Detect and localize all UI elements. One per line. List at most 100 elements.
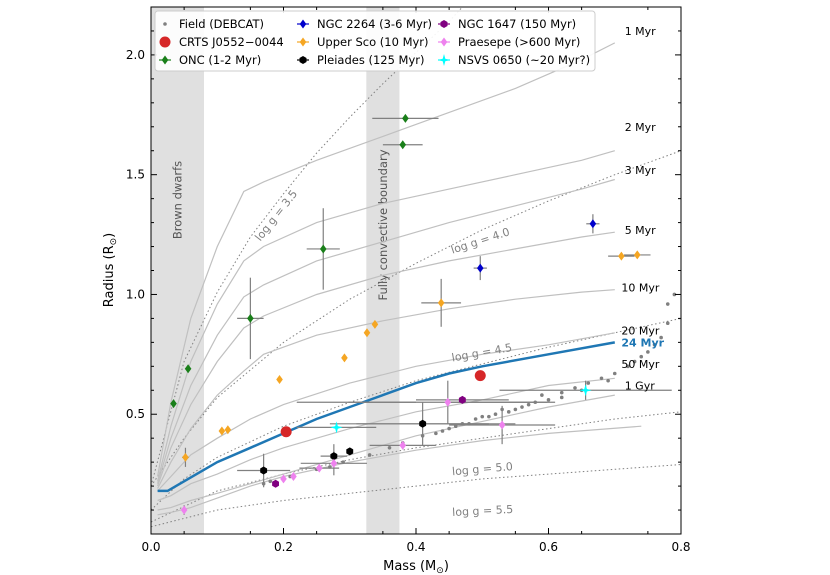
y-tick-label-2: 1.5 xyxy=(126,168,145,182)
onc-point-5 xyxy=(399,140,407,150)
field-point-40 xyxy=(460,422,465,426)
isochrone-highlight xyxy=(157,341,616,493)
x-tick-label-0: 0.0 xyxy=(141,540,160,554)
legend-marker-pleiades xyxy=(299,56,307,64)
field-point-17 xyxy=(493,412,498,417)
field-point-32 xyxy=(652,342,657,347)
onc-point-3 xyxy=(319,244,327,254)
legend-label-onc: ONC (1-2 Myr) xyxy=(179,53,261,67)
field-point-44 xyxy=(606,378,610,383)
onc-point-1 xyxy=(184,364,192,374)
legend-marker-field xyxy=(163,22,167,26)
uppersco-point-7 xyxy=(437,298,445,308)
field-point-24 xyxy=(559,390,564,395)
isochrone-2 xyxy=(157,178,615,484)
praesepe-point-3 xyxy=(315,463,323,473)
uppersco-point-6 xyxy=(371,319,379,329)
y-tick-label-3: 2.0 xyxy=(126,48,145,62)
field-point-22 xyxy=(533,400,538,405)
isochrone-lines xyxy=(157,42,642,516)
uppersco-point-4 xyxy=(341,353,348,363)
praesepe-point-0 xyxy=(180,505,188,515)
logg-label-0: log g = 3.5 xyxy=(252,188,300,244)
x-tick-label-3: 0.6 xyxy=(539,540,558,554)
field-point-23 xyxy=(546,398,551,402)
field-point-0 xyxy=(261,481,266,486)
legend-marker-ngc2264 xyxy=(299,19,307,29)
isochrone-label-2: 3 Myr xyxy=(625,164,656,177)
ngc1647-point-1 xyxy=(458,395,466,404)
isochrone-label-1: 2 Myr xyxy=(625,121,656,134)
field-point-26 xyxy=(586,381,591,385)
x-tick-label-2: 0.4 xyxy=(406,540,425,554)
crts-point-1 xyxy=(474,370,486,382)
field-point-1 xyxy=(268,479,273,484)
legend-box xyxy=(154,10,596,72)
legend-label-crts: CRTS J0552−0044 xyxy=(179,35,284,49)
isochrone-label-5: 20 Myr xyxy=(621,324,659,337)
isochrone-label-8: 1 Gyr xyxy=(625,379,656,392)
logg-line-0 xyxy=(151,7,463,487)
x-axis-label: Mass (M⊙) xyxy=(383,559,449,575)
field-point-25 xyxy=(573,386,577,390)
shaded-regions: Brown dwarfs Fully convective boundary xyxy=(151,7,400,534)
legend-marker-ngc1647 xyxy=(440,20,448,28)
region-0 xyxy=(151,7,204,534)
isochrone-8 xyxy=(157,425,642,516)
isochrone-label-7: 50 Myr xyxy=(621,358,659,371)
legend-marker-praesepe xyxy=(440,37,448,47)
logg-label-4: log g = 5.5 xyxy=(452,503,514,519)
uppersco-point-8 xyxy=(618,251,625,261)
field-point-15 xyxy=(473,417,478,421)
isochrone-label-0: 1 Myr xyxy=(625,25,656,38)
legend-marker-nsvs xyxy=(438,54,450,66)
highlight-isochrone xyxy=(157,341,616,493)
ngc2264-point-1 xyxy=(589,219,597,229)
field-point-18 xyxy=(506,410,511,414)
logg-lines xyxy=(151,7,681,528)
uppersco-point-5 xyxy=(363,328,371,338)
logg-line-3 xyxy=(151,411,681,523)
pleiades-point-3 xyxy=(419,419,427,428)
field-point-33 xyxy=(659,335,663,340)
field-point-45 xyxy=(639,354,644,359)
field-point-7 xyxy=(367,453,372,457)
uppersco-point-3 xyxy=(276,374,283,384)
isochrone-label-6: 24 Myr xyxy=(621,336,664,349)
nsvs-point-0 xyxy=(330,421,343,434)
field-point-36 xyxy=(665,302,670,306)
uppersco-point-9 xyxy=(633,250,641,260)
field-point-12 xyxy=(440,429,445,433)
praesepe-point-6 xyxy=(444,397,452,407)
plot-frame xyxy=(150,6,682,535)
pleiades-point-2 xyxy=(346,447,354,456)
field-point-27 xyxy=(599,376,604,381)
legend-label-field: Field (DEBCAT) xyxy=(179,17,264,31)
field-point-10 xyxy=(420,433,425,438)
legend-label-praesepe: Praesepe (>600 Myr) xyxy=(458,35,580,49)
praesepe-point-4 xyxy=(330,458,338,468)
region-label-1: Fully convective boundary xyxy=(376,149,390,300)
onc-point-2 xyxy=(247,313,254,323)
region-label-0: Brown dwarfs xyxy=(171,161,185,239)
field-point-41 xyxy=(447,426,451,431)
praesepe-point-5 xyxy=(399,440,407,450)
legend-label-pleiades: Pleiades (125 Myr) xyxy=(317,53,425,67)
legend-label-ngc1647: NGC 1647 (150 Myr) xyxy=(458,17,576,31)
ngc1647-point-0 xyxy=(272,479,279,488)
field-point-28 xyxy=(612,371,617,376)
field-point-8 xyxy=(387,445,392,450)
logg-line-1 xyxy=(151,150,681,487)
data-points xyxy=(170,113,677,515)
isochrone-label-4: 10 Myr xyxy=(621,281,659,294)
legend-label-ngc2264: NGC 2264 (3-6 Myr) xyxy=(317,17,432,31)
nsvs-point-1 xyxy=(579,384,592,397)
field-point-38 xyxy=(487,414,491,419)
field-point-29 xyxy=(626,364,630,369)
legend-marker-crts xyxy=(159,36,171,48)
onc-point-4 xyxy=(402,113,409,123)
logg-line-4 xyxy=(151,464,681,528)
field-point-13 xyxy=(453,424,458,429)
pleiades-point-0 xyxy=(260,466,268,475)
